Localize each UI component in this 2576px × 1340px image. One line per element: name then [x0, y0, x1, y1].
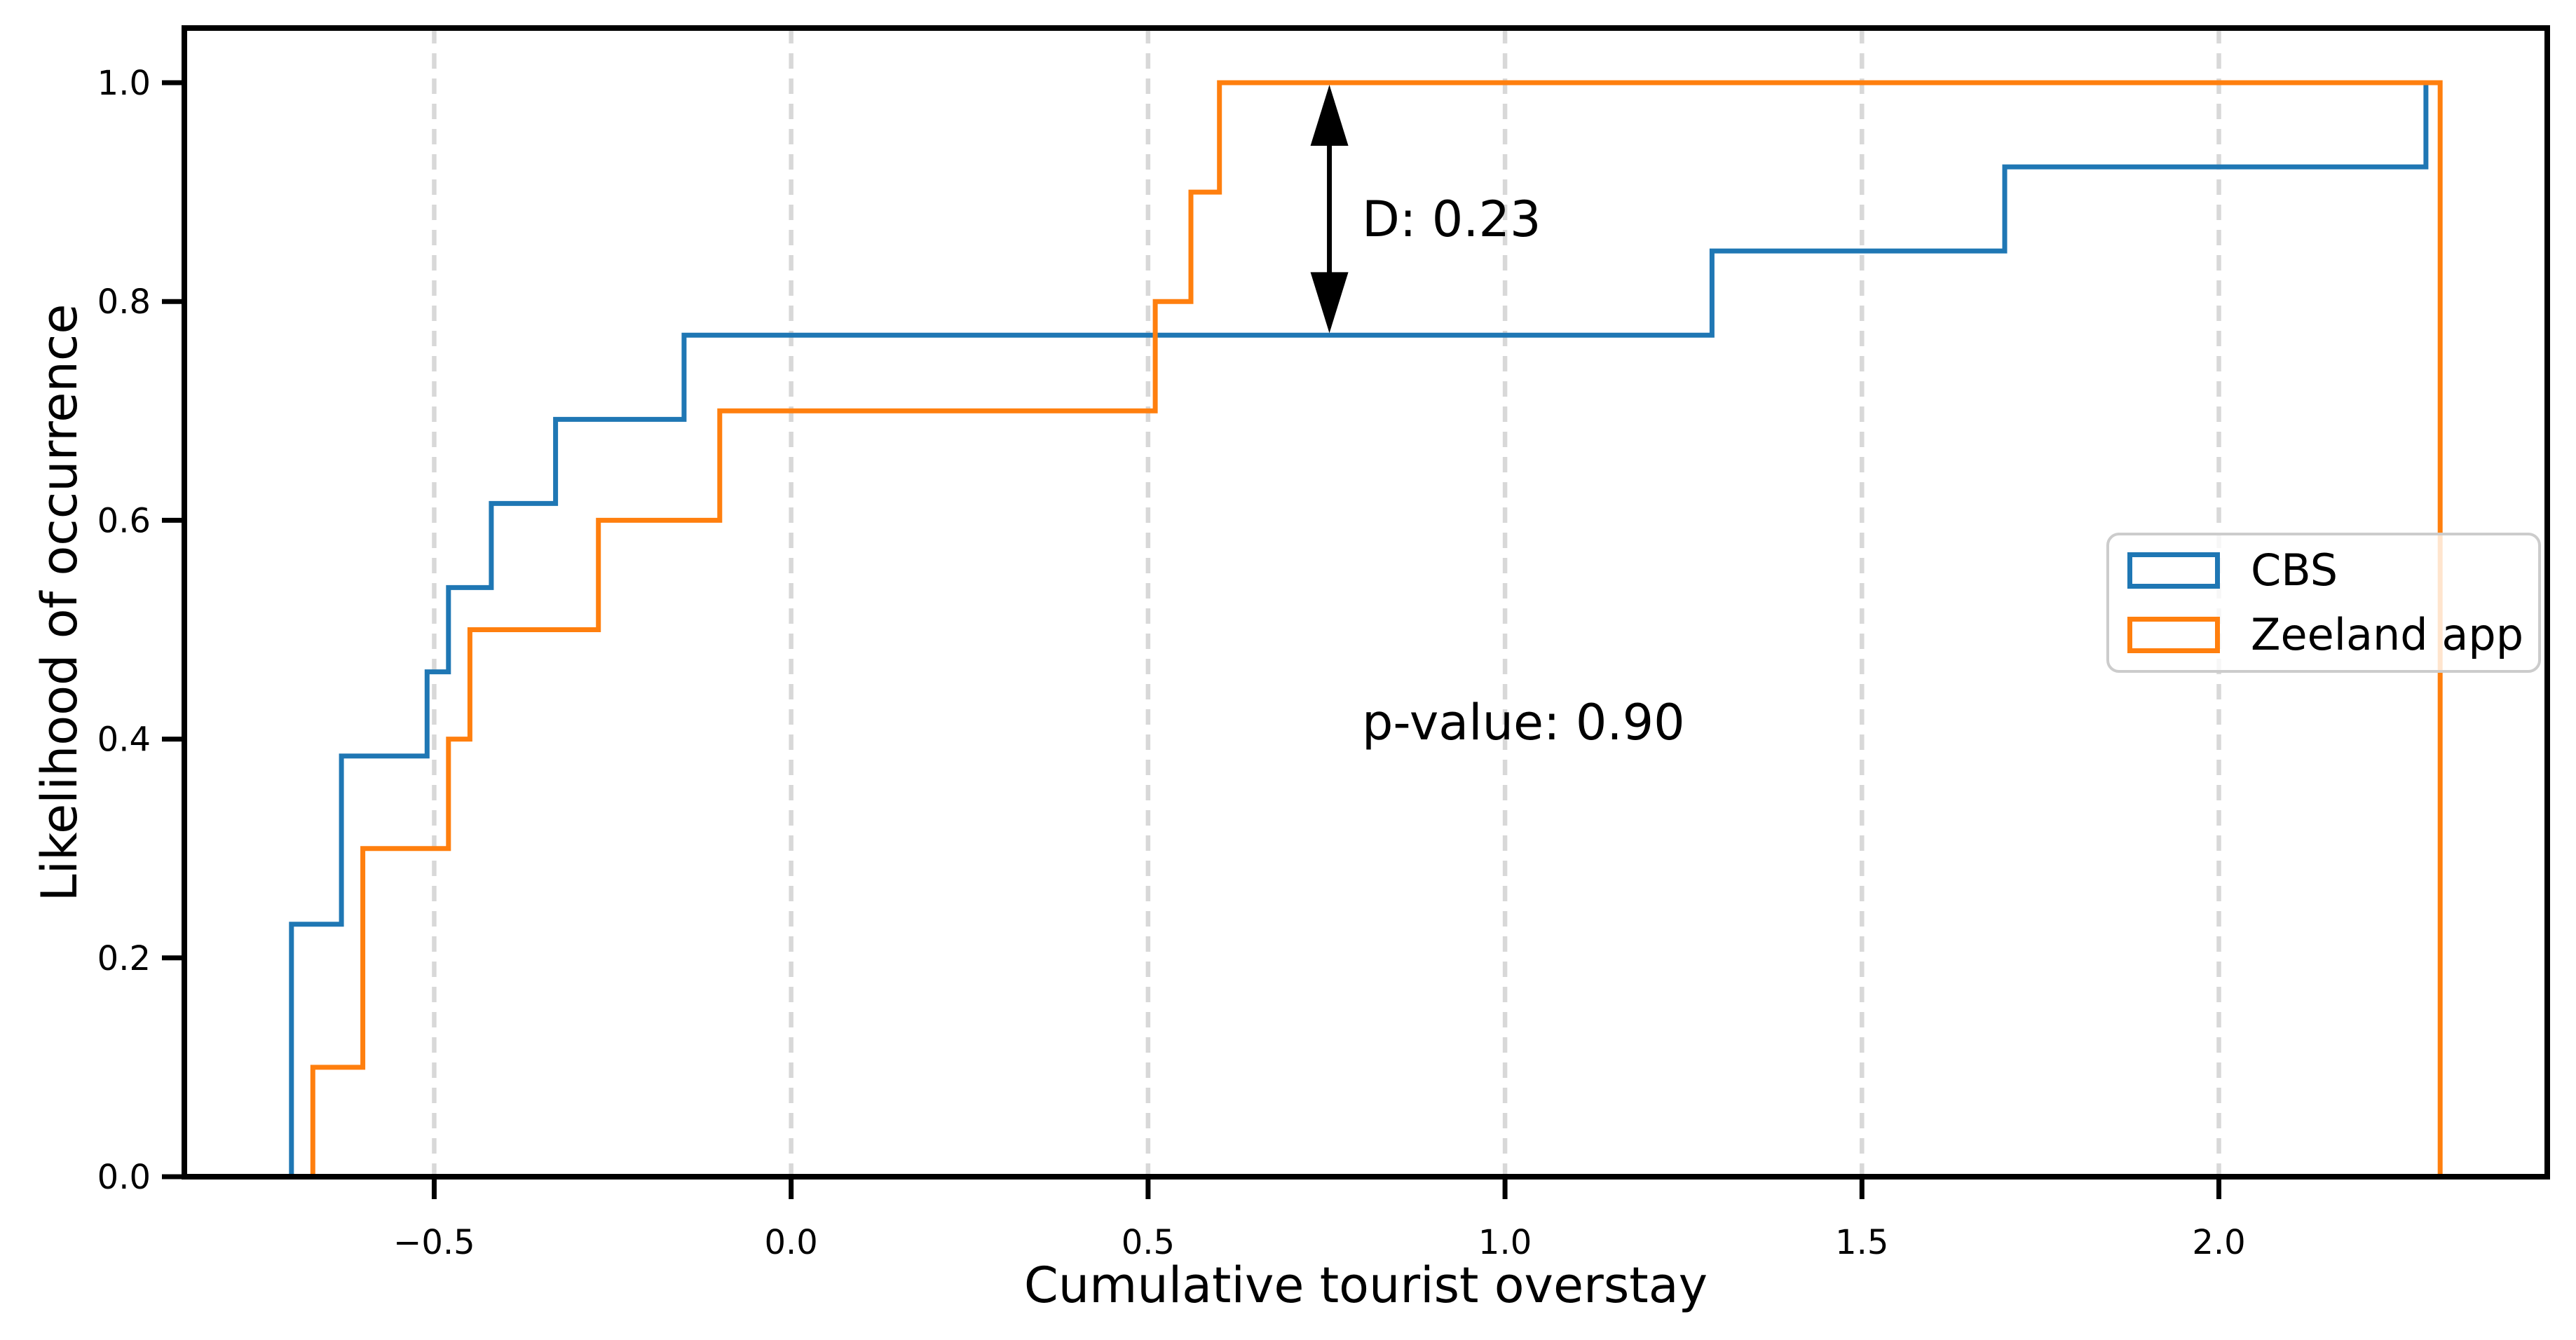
y-tick-label: 0.8	[97, 282, 151, 322]
y-tick-label: 0.6	[97, 501, 151, 540]
annotation-p-value: p-value: 0.90	[1362, 694, 1685, 751]
x-tick-label: 1.5	[1835, 1223, 1888, 1262]
legend-label: CBS	[2251, 545, 2338, 596]
legend-swatch-cbs	[2127, 552, 2220, 589]
y-tick-label: 0.4	[97, 720, 151, 760]
legend: CBS Zeeland app	[2106, 533, 2541, 673]
legend-item: Zeeland app	[2127, 613, 2538, 657]
plot-border	[182, 25, 2550, 1180]
legend-swatch-zeeland	[2127, 617, 2220, 653]
legend-label: Zeeland app	[2251, 609, 2524, 660]
x-tick-label: −0.5	[393, 1223, 475, 1262]
y-tick-label: 0.2	[97, 939, 151, 978]
d-arrow-head-down	[1310, 272, 1349, 334]
x-tick-label: 1.0	[1478, 1223, 1532, 1262]
x-axis-title: Cumulative tourist overstay	[1023, 1257, 1708, 1314]
y-tick-label: 1.0	[97, 64, 151, 103]
x-tick-label: 2.0	[2192, 1223, 2245, 1262]
legend-item: CBS	[2127, 549, 2538, 592]
x-tick-label: 0.0	[764, 1223, 817, 1262]
x-tick-label: 0.5	[1122, 1223, 1175, 1262]
series-line-zeeland	[310, 80, 2443, 1177]
y-axis-title: Likelihood of occurrence	[31, 303, 88, 902]
y-tick-label: 0.0	[97, 1158, 151, 1197]
series-line-cbs	[289, 80, 2441, 1177]
annotation-d-stat: D: 0.23	[1362, 191, 1541, 248]
d-arrow-head-up	[1310, 85, 1349, 146]
